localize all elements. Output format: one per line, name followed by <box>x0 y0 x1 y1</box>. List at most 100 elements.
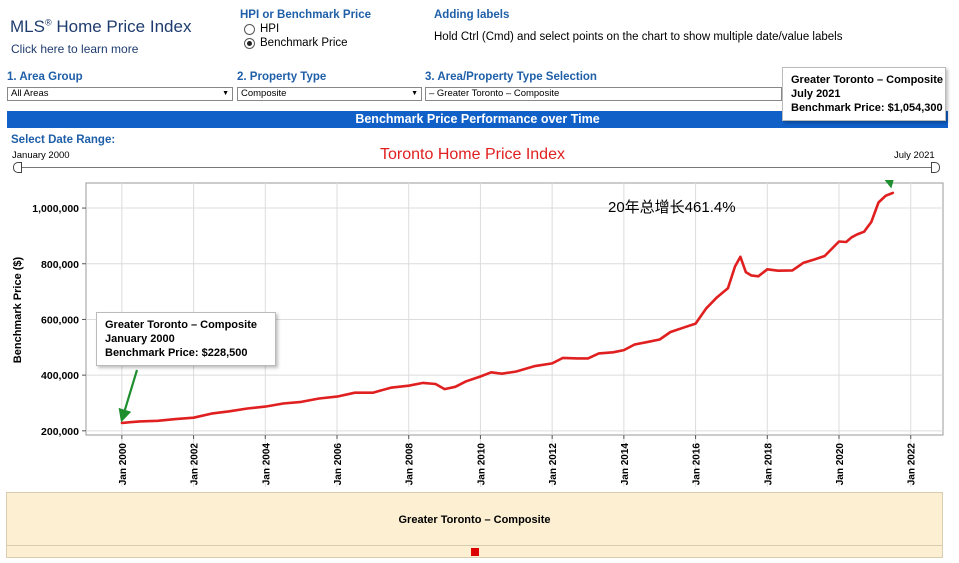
area-property-selection-select[interactable]: – Greater Toronto – Composite <box>425 87 782 101</box>
data-point <box>766 268 769 271</box>
data-point <box>777 269 779 272</box>
date-range-label: Select Date Range: <box>11 134 116 146</box>
data-point <box>121 422 123 424</box>
data-point <box>422 382 424 384</box>
data-point <box>407 384 410 387</box>
y-tick-label: 200,000 <box>41 426 79 438</box>
chart-banner: Benchmark Price Performance over Time <box>7 111 948 128</box>
legend-panel: Greater Toronto – Composite <box>6 492 943 558</box>
date-range-start-handle[interactable] <box>13 162 22 173</box>
data-point <box>658 338 661 341</box>
y-axis-label: Benchmark Price ($) <box>12 256 24 363</box>
tooltip-earliest: Greater Toronto – Composite January 2000… <box>96 312 276 366</box>
data-point <box>750 274 752 277</box>
data-point <box>562 357 564 359</box>
data-point <box>694 322 697 325</box>
data-point <box>587 357 589 360</box>
x-tick-label: Jan 2008 <box>405 443 416 486</box>
x-tick-label: Jan 2000 <box>118 443 129 486</box>
x-tick-label: Jan 2010 <box>476 443 487 486</box>
data-point <box>501 372 503 375</box>
date-range-slider[interactable] <box>18 167 938 168</box>
property-type-select[interactable]: Composite ▼ <box>237 87 422 101</box>
radio-benchmark-circle[interactable] <box>244 37 255 49</box>
y-tick-label: 800,000 <box>41 259 79 271</box>
area-group-select[interactable]: All Areas ▼ <box>7 87 233 101</box>
data-point <box>156 419 159 422</box>
data-point <box>336 395 338 398</box>
chart-overlay-title: Toronto Home Price Index <box>380 146 565 163</box>
legend-divider <box>7 545 942 546</box>
data-point <box>465 380 467 383</box>
x-tick-label: Jan 2018 <box>763 443 774 486</box>
legend-series-name: Greater Toronto – Composite <box>398 514 551 526</box>
data-point <box>757 275 760 278</box>
radio-hpi-circle[interactable] <box>244 23 255 35</box>
chevron-down-icon: ▼ <box>222 90 229 97</box>
data-point <box>612 351 614 354</box>
data-point <box>716 296 718 298</box>
date-range-start: January 2000 <box>12 150 70 161</box>
date-range-end: July 2021 <box>894 150 935 161</box>
app-title: MLS® Home Price Index <box>10 17 192 36</box>
labels-text: Hold Ctrl (Cmd) and select points on the… <box>434 31 843 43</box>
chevron-down-icon: ▼ <box>411 90 418 97</box>
data-point <box>744 271 747 273</box>
legend-swatch[interactable] <box>471 548 479 556</box>
radio-hpi[interactable]: HPI <box>244 23 279 35</box>
x-tick-label: Jan 2020 <box>835 443 846 486</box>
y-tick-label: 1,000,000 <box>32 203 79 215</box>
benchmark-price-chart[interactable]: 200,000 400,000 600,000 800,000 1,000,000 Jan… <box>0 180 959 490</box>
property-type-label: 2. Property Type <box>237 71 327 83</box>
data-point <box>813 258 815 261</box>
data-point <box>739 255 742 258</box>
data-point <box>684 326 686 329</box>
area-group-label: 1. Area Group <box>7 71 83 83</box>
x-tick-label: Jan 2022 <box>907 443 918 486</box>
data-point <box>877 201 880 204</box>
data-point <box>802 262 804 264</box>
data-point <box>669 331 672 333</box>
learn-more-link[interactable]: Click here to learn more <box>11 42 139 56</box>
data-point <box>479 375 482 378</box>
tooltip-earliest-price: Benchmark Price: $228,500 <box>105 347 248 359</box>
x-tick-label: Jan 2006 <box>333 443 344 486</box>
y-tick-label: 400,000 <box>41 370 79 382</box>
date-range-end-handle[interactable] <box>931 162 940 173</box>
data-point <box>884 195 887 197</box>
data-point <box>300 401 302 403</box>
data-point <box>264 405 267 408</box>
data-point <box>138 420 141 423</box>
data-point <box>576 357 579 360</box>
data-point <box>870 221 873 223</box>
tooltip-earliest-date: January 2000 <box>105 333 175 345</box>
data-point <box>845 241 847 243</box>
data-point <box>434 383 437 385</box>
data-point <box>623 349 625 351</box>
data-point <box>823 255 826 257</box>
data-point <box>389 386 392 389</box>
data-point <box>734 265 736 268</box>
tooltip-latest-series: Greater Toronto – Composite <box>791 74 943 86</box>
radio-hpi-label: HPI <box>260 23 280 35</box>
data-point <box>282 402 285 405</box>
tooltip-latest-date: July 2021 <box>791 88 841 100</box>
tooltip-latest-price: Benchmark Price: $1,054,300 <box>791 102 943 114</box>
data-point <box>705 307 708 310</box>
data-point <box>727 287 729 290</box>
data-point <box>246 407 249 410</box>
x-tick-label: Jan 2004 <box>261 443 272 486</box>
data-point <box>174 418 177 420</box>
tooltip-latest: Greater Toronto – Composite July 2021 Be… <box>782 67 946 121</box>
labels-title: Adding labels <box>434 9 510 21</box>
data-point <box>533 365 536 368</box>
radio-benchmark[interactable]: Benchmark Price <box>244 37 348 49</box>
data-point <box>443 388 446 390</box>
data-point <box>372 391 374 394</box>
data-point <box>791 269 794 272</box>
x-tick-label: Jan 2012 <box>548 443 559 486</box>
data-point <box>863 230 865 233</box>
data-point <box>192 416 195 419</box>
x-tick-label: Jan 2016 <box>692 443 703 486</box>
tooltip-earliest-series: Greater Toronto – Composite <box>105 319 257 331</box>
